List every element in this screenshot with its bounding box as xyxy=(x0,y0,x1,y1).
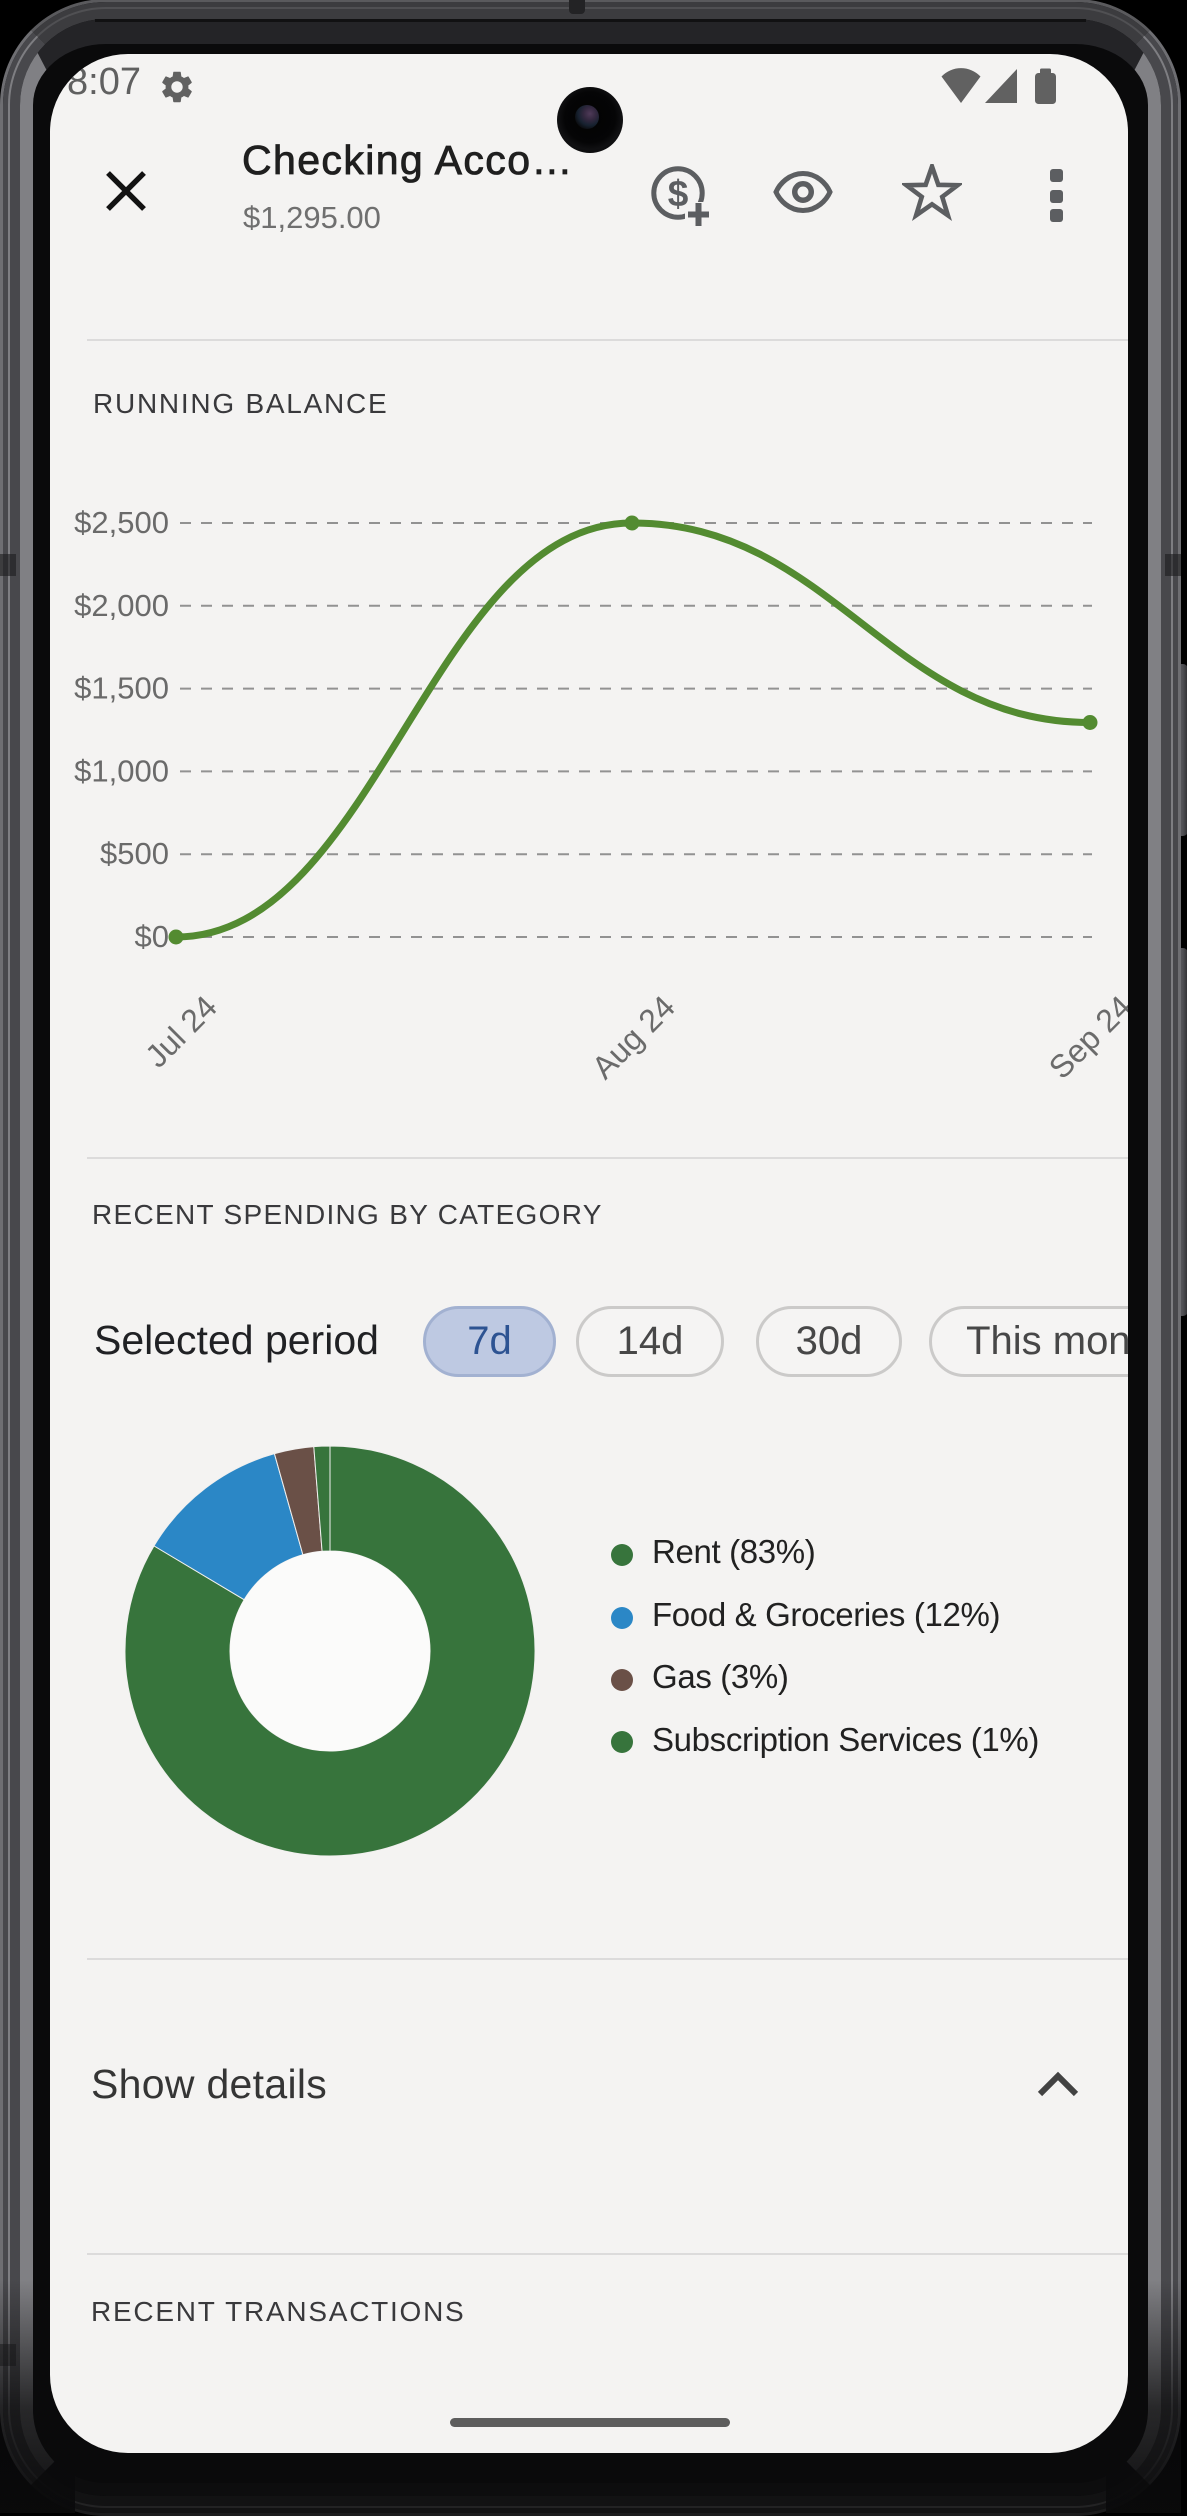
svg-text:$2,500: $2,500 xyxy=(74,505,169,540)
svg-text:$1,500: $1,500 xyxy=(74,671,169,706)
svg-text:$2,000: $2,000 xyxy=(74,588,169,623)
svg-text:Jul 24: Jul 24 xyxy=(138,988,224,1074)
svg-text:$500: $500 xyxy=(100,836,169,871)
svg-text:$: $ xyxy=(668,173,689,214)
svg-text:Aug 24: Aug 24 xyxy=(585,988,682,1085)
svg-text:$1,000: $1,000 xyxy=(74,753,169,788)
svg-text:$0: $0 xyxy=(135,919,169,954)
svg-text:Sep 24: Sep 24 xyxy=(1042,988,1128,1085)
